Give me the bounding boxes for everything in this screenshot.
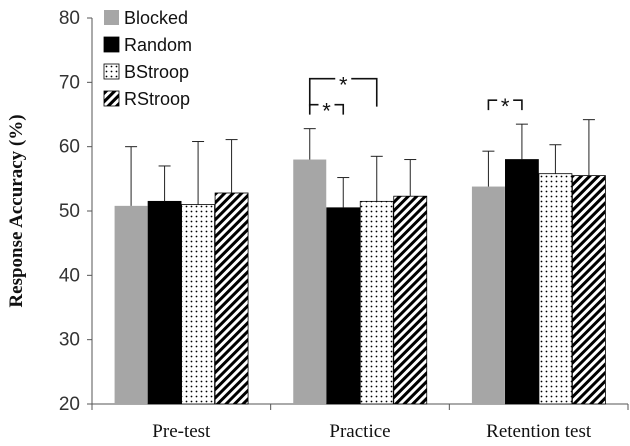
bar: [505, 159, 539, 405]
significance-star: *: [339, 73, 348, 98]
x-category-label: Retention test: [486, 421, 592, 442]
legend-swatch: [103, 36, 120, 53]
bar: [181, 204, 215, 405]
significance-annotations: * * *: [308, 73, 523, 124]
bar: [214, 192, 249, 405]
legend-swatch: [104, 10, 119, 25]
y-tick-label: 50: [59, 201, 80, 222]
y-tick-label: 80: [59, 8, 80, 29]
bar: [326, 207, 361, 405]
y-tick-label: 30: [59, 330, 80, 351]
significance-star: *: [322, 99, 331, 124]
significance-gap: [318, 100, 335, 109]
bar: [293, 159, 327, 404]
legend-label: Blocked: [124, 8, 188, 28]
y-tick-label: 60: [59, 137, 80, 158]
significance-gap: [497, 96, 514, 105]
significance-gap: [335, 74, 352, 83]
bar: [114, 205, 148, 404]
significance-star: *: [501, 94, 510, 119]
y-axis-title: Response Accuracy (%): [6, 114, 27, 307]
error-bars: [125, 119, 595, 208]
bar: [538, 173, 573, 405]
legend-swatch: [103, 63, 120, 80]
bar: [147, 200, 182, 405]
bar: [359, 200, 394, 405]
y-ticks: 20 30 40 50 60 70 80: [59, 8, 92, 415]
x-category-label: Practice: [329, 421, 390, 442]
legend-label: RStroop: [124, 89, 190, 109]
bar: [471, 186, 505, 404]
y-tick-label: 20: [59, 394, 80, 415]
legend-swatch: [103, 90, 120, 107]
bars: [114, 159, 606, 405]
y-tick-label: 70: [59, 72, 80, 93]
x-ticks: Pre-test Practice Retention test: [91, 404, 629, 442]
bar: [393, 195, 428, 405]
legend: Blocked Random BStroop RStroop: [103, 8, 192, 109]
bar: [572, 175, 606, 405]
legend-label: Random: [124, 35, 192, 55]
x-category-label: Pre-test: [152, 421, 211, 442]
legend-label: BStroop: [124, 62, 189, 82]
y-tick-label: 40: [59, 265, 80, 286]
